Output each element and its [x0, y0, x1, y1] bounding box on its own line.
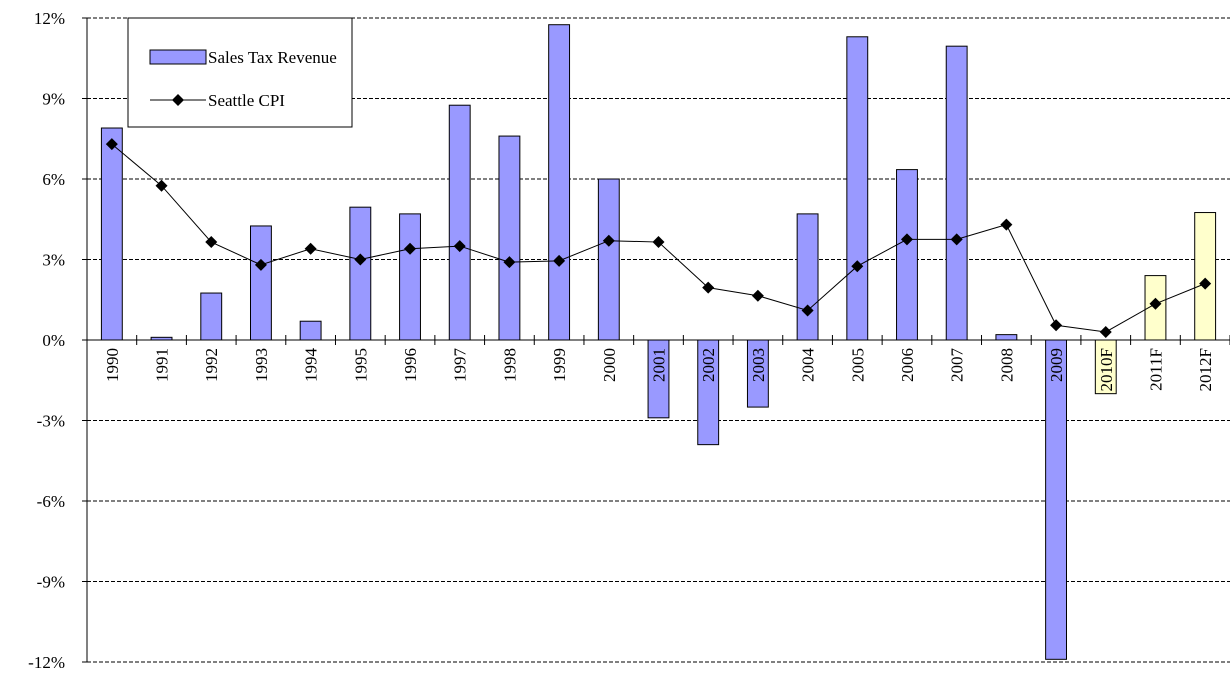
x-tick-label: 1991 [153, 348, 172, 382]
y-tick-label: -3% [37, 412, 65, 431]
bar [1094, 339, 1117, 395]
bar [945, 45, 968, 341]
bar [100, 127, 123, 341]
x-tick-label: 2000 [600, 348, 619, 382]
marker [354, 253, 367, 266]
x-tick-label: 1990 [103, 348, 122, 382]
bar [448, 104, 471, 341]
marker [801, 304, 814, 317]
x-tick-label: 2005 [848, 348, 867, 382]
marker [652, 236, 665, 249]
y-tick-label: 6% [42, 170, 65, 189]
marker [851, 260, 864, 273]
x-tick-label: 2010F [1097, 348, 1116, 391]
y-tick-label: 12% [34, 9, 65, 28]
x-tick-label: 2011F [1146, 348, 1165, 391]
marker [404, 242, 417, 255]
marker [1099, 325, 1112, 338]
bar [1045, 339, 1068, 660]
x-tick-label: 2012F [1196, 348, 1215, 391]
marker [1050, 319, 1063, 332]
x-tick-label: 1996 [401, 348, 420, 382]
bar [896, 169, 918, 341]
x-tick-label: 2006 [898, 348, 917, 382]
marker [205, 236, 218, 249]
bar [548, 24, 571, 341]
marker [254, 258, 267, 271]
bar [150, 336, 173, 341]
x-tick-label: 2007 [948, 348, 967, 383]
marker [503, 256, 516, 269]
marker [304, 242, 317, 255]
marker [1149, 297, 1162, 310]
marker [900, 233, 913, 246]
bar [200, 292, 223, 341]
marker [453, 240, 466, 253]
marker [602, 234, 615, 247]
x-tick-label: 1998 [500, 348, 519, 382]
marker [950, 233, 963, 246]
legend-marker [172, 94, 184, 106]
marker [155, 179, 168, 192]
bar [746, 339, 769, 408]
x-tick-label: 1994 [302, 348, 321, 383]
bar [846, 36, 869, 341]
marker [751, 289, 764, 302]
bar [349, 206, 372, 341]
bar [995, 334, 1018, 341]
marker [553, 254, 566, 267]
bar [249, 225, 272, 341]
y-tick-label: -12% [28, 653, 65, 672]
x-tick-label: 2001 [650, 348, 669, 382]
bar [299, 320, 322, 341]
bar [498, 135, 521, 341]
bar [796, 213, 819, 341]
marker [105, 138, 118, 151]
y-tick-label: -9% [37, 573, 65, 592]
marker [1199, 277, 1212, 290]
x-tick-label: 2003 [749, 348, 768, 382]
x-tick-label: 2009 [1047, 348, 1066, 382]
x-tick-label: 1997 [451, 348, 470, 383]
bar [597, 178, 620, 341]
x-tick-label: 2004 [799, 348, 818, 383]
marker [702, 281, 715, 294]
marker [1000, 218, 1013, 231]
bar [399, 213, 421, 341]
x-tick-label: 2008 [997, 348, 1016, 382]
bar [697, 339, 720, 446]
legend-box [127, 17, 353, 128]
x-tick-label: 1999 [550, 348, 569, 382]
legend-swatch [149, 49, 207, 65]
legend-label: Sales Tax Revenue [208, 48, 337, 67]
bar [647, 339, 670, 419]
x-tick-label: 1992 [202, 348, 221, 382]
y-tick-label: 3% [42, 251, 65, 270]
x-tick-label: 2002 [699, 348, 718, 382]
bar [1194, 212, 1217, 341]
x-tick-label: 1995 [351, 348, 370, 382]
y-tick-label: 9% [42, 90, 65, 109]
y-tick-label: -6% [37, 492, 65, 511]
x-tick-label: 1993 [252, 348, 271, 382]
y-tick-label: 0% [42, 331, 65, 350]
legend-label: Seattle CPI [208, 91, 285, 110]
